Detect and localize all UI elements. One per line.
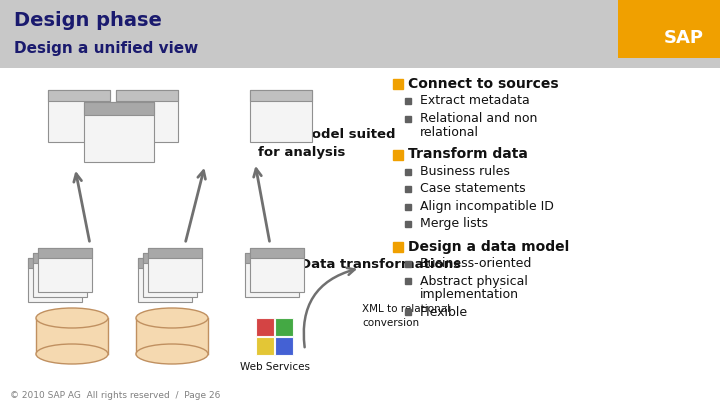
Text: Connect to sources: Connect to sources — [408, 77, 559, 91]
Text: SAP: SAP — [664, 29, 704, 47]
Bar — [138, 258, 192, 268]
Bar — [84, 102, 154, 162]
Text: implementation: implementation — [420, 288, 519, 301]
Ellipse shape — [36, 344, 108, 364]
Bar — [148, 248, 202, 258]
Bar — [28, 258, 82, 302]
Bar — [250, 90, 312, 142]
Bar — [148, 248, 202, 292]
Bar — [116, 90, 178, 101]
Text: Design a unified view: Design a unified view — [14, 40, 198, 55]
Bar — [143, 253, 197, 263]
Bar — [0, 0, 720, 68]
Ellipse shape — [136, 308, 208, 328]
Ellipse shape — [36, 308, 108, 328]
Bar — [256, 337, 274, 355]
Bar — [136, 318, 208, 354]
Bar — [48, 90, 110, 101]
Text: Transform data: Transform data — [408, 147, 528, 162]
Bar — [48, 90, 110, 142]
Bar — [245, 253, 299, 263]
Bar — [38, 248, 92, 258]
Text: Extract metadata: Extract metadata — [420, 94, 530, 107]
Text: Abstract physical: Abstract physical — [420, 275, 528, 288]
Bar — [618, 0, 720, 58]
Bar — [275, 337, 293, 355]
Text: Design phase: Design phase — [14, 11, 162, 30]
Bar — [84, 102, 154, 115]
Bar — [256, 318, 274, 336]
Text: Flexible: Flexible — [420, 305, 468, 318]
Bar — [250, 248, 304, 258]
Bar — [245, 253, 299, 297]
Ellipse shape — [136, 344, 208, 364]
Bar — [143, 253, 197, 297]
Text: Design a data model: Design a data model — [408, 239, 570, 254]
Text: XML to relational
conversion: XML to relational conversion — [362, 304, 450, 328]
Bar — [138, 258, 192, 302]
Text: Merge lists: Merge lists — [420, 217, 488, 230]
Bar — [36, 318, 108, 354]
Text: relational: relational — [420, 126, 479, 139]
FancyArrowPatch shape — [304, 268, 355, 347]
Bar — [275, 318, 293, 336]
Text: © 2010 SAP AG  All rights reserved  /  Page 26: © 2010 SAP AG All rights reserved / Page… — [10, 391, 220, 400]
Bar — [38, 248, 92, 292]
Bar — [116, 90, 178, 142]
Text: Business rules: Business rules — [420, 165, 510, 178]
Text: Align incompatible ID: Align incompatible ID — [420, 200, 554, 213]
Bar — [250, 248, 304, 292]
Text: Data model suited
for analysis: Data model suited for analysis — [258, 128, 395, 159]
Text: Web Services: Web Services — [240, 362, 310, 372]
Text: Relational and non: Relational and non — [420, 112, 537, 125]
Bar — [250, 90, 312, 101]
Bar — [28, 258, 82, 268]
Bar — [33, 253, 87, 263]
Text: Business-oriented: Business-oriented — [420, 257, 532, 270]
Bar — [33, 253, 87, 297]
Text: Data transformations: Data transformations — [300, 258, 461, 271]
Text: Case statements: Case statements — [420, 183, 526, 196]
